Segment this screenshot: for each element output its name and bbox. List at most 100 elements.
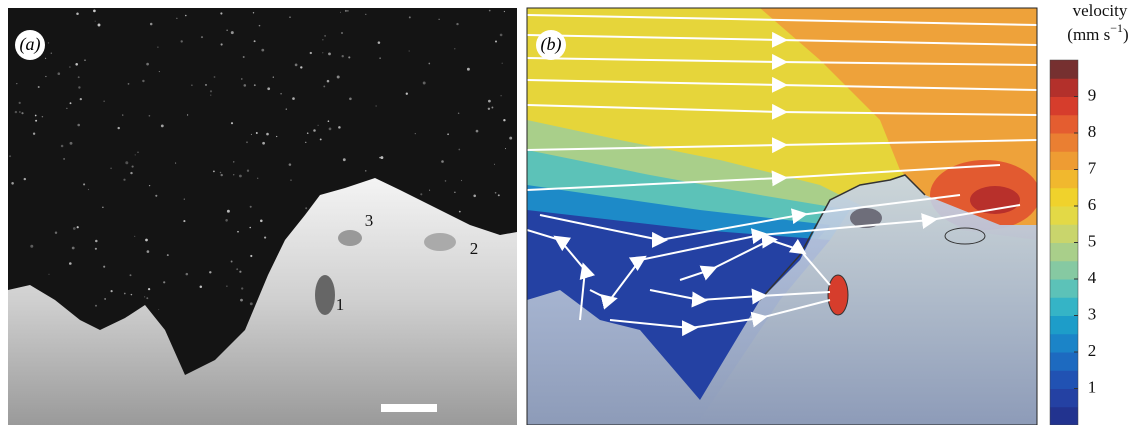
particle bbox=[9, 155, 11, 157]
scale-bar bbox=[381, 404, 437, 412]
particle bbox=[144, 296, 145, 297]
particle bbox=[328, 52, 331, 55]
colorbar-tick-label: 7 bbox=[1088, 158, 1097, 177]
particle bbox=[61, 145, 64, 148]
particle bbox=[473, 195, 476, 198]
particle bbox=[93, 10, 96, 13]
particle bbox=[349, 98, 352, 101]
particle bbox=[505, 148, 506, 149]
particle bbox=[454, 48, 455, 49]
particle bbox=[201, 36, 203, 38]
particle bbox=[88, 189, 89, 190]
particle bbox=[185, 15, 187, 17]
particle bbox=[205, 84, 207, 86]
particle bbox=[241, 287, 243, 289]
particle bbox=[210, 95, 211, 96]
particle bbox=[257, 178, 258, 179]
particle bbox=[445, 180, 447, 182]
particle bbox=[184, 199, 185, 200]
particle bbox=[231, 122, 233, 124]
particle bbox=[122, 114, 123, 115]
particle bbox=[24, 178, 26, 180]
particle bbox=[226, 286, 227, 287]
particle bbox=[365, 14, 366, 15]
particle bbox=[260, 220, 263, 223]
particle bbox=[167, 254, 169, 256]
particle bbox=[95, 21, 96, 22]
particle bbox=[163, 281, 165, 283]
colorbar-tick-label: 5 bbox=[1088, 231, 1097, 250]
particle bbox=[35, 120, 37, 122]
particle bbox=[155, 195, 157, 197]
particle bbox=[72, 247, 75, 250]
colorbar-band bbox=[1050, 407, 1078, 425]
colorbar-band bbox=[1050, 279, 1078, 298]
particle bbox=[48, 42, 49, 43]
particle bbox=[118, 127, 120, 129]
particle bbox=[509, 137, 512, 140]
colorbar-tick-label: 6 bbox=[1088, 195, 1097, 214]
particle bbox=[261, 49, 264, 52]
particle bbox=[365, 170, 366, 171]
particle bbox=[124, 293, 126, 295]
particle bbox=[300, 66, 302, 68]
particle bbox=[111, 290, 113, 292]
particle bbox=[290, 179, 291, 180]
particle bbox=[280, 93, 282, 95]
particle bbox=[348, 56, 350, 58]
colorbar-unit: (mm s−1) bbox=[1067, 21, 1128, 44]
particle bbox=[148, 288, 150, 290]
particle bbox=[250, 255, 252, 257]
particle bbox=[146, 63, 149, 66]
panel-label: (a) bbox=[20, 34, 41, 55]
particle bbox=[76, 13, 79, 16]
particle bbox=[220, 172, 222, 174]
particle bbox=[70, 142, 73, 145]
particle bbox=[227, 30, 228, 31]
pore bbox=[338, 230, 362, 246]
particle bbox=[69, 66, 71, 68]
particle bbox=[313, 129, 316, 132]
particle bbox=[428, 63, 430, 65]
particle bbox=[347, 10, 348, 11]
particle bbox=[73, 227, 76, 230]
particle bbox=[276, 136, 277, 137]
particle bbox=[134, 236, 135, 237]
particle bbox=[231, 261, 233, 263]
particle bbox=[324, 35, 326, 37]
particle bbox=[84, 59, 86, 61]
particle bbox=[66, 108, 67, 109]
particle bbox=[187, 114, 188, 115]
particle bbox=[75, 63, 78, 66]
unit-exponent: −1 bbox=[1110, 21, 1123, 35]
panel-label: (b) bbox=[541, 34, 562, 55]
colorbar-band bbox=[1050, 60, 1078, 79]
particle bbox=[146, 297, 148, 299]
particle bbox=[467, 68, 470, 71]
particle bbox=[137, 152, 138, 153]
particle bbox=[310, 52, 312, 54]
particle bbox=[158, 309, 159, 310]
particle bbox=[420, 193, 422, 195]
particle bbox=[494, 164, 495, 165]
particle bbox=[502, 63, 503, 64]
colorbar-tick-label: 2 bbox=[1088, 341, 1097, 360]
particle bbox=[250, 302, 253, 305]
particle bbox=[342, 55, 344, 57]
particle bbox=[16, 83, 17, 84]
pore bbox=[315, 275, 335, 315]
particle bbox=[488, 108, 490, 110]
particle bbox=[135, 154, 136, 155]
particle bbox=[132, 166, 134, 168]
unit: (mm s bbox=[1067, 25, 1110, 44]
particle bbox=[461, 180, 462, 181]
colorbar-band bbox=[1050, 224, 1078, 243]
particle bbox=[378, 41, 381, 44]
particle bbox=[42, 116, 43, 117]
particle bbox=[491, 107, 493, 109]
particle bbox=[125, 161, 128, 164]
particle bbox=[104, 101, 105, 102]
colorbar-tick-label: 3 bbox=[1088, 304, 1097, 323]
particle bbox=[225, 219, 228, 222]
